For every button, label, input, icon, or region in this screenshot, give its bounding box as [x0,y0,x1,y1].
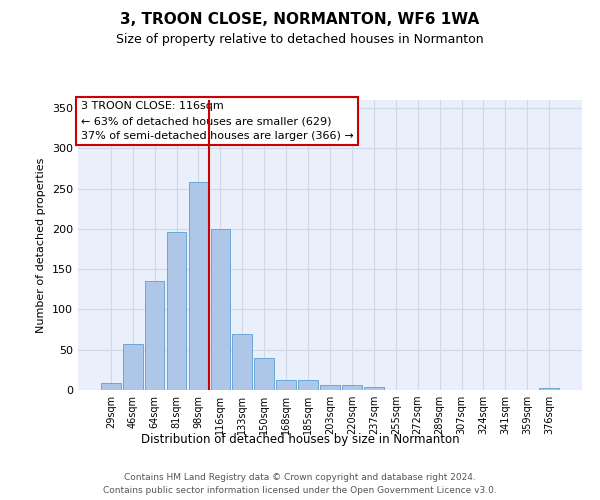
Bar [211,229,230,390]
Text: Contains HM Land Registry data © Crown copyright and database right 2024.: Contains HM Land Registry data © Crown c… [124,472,476,482]
Text: 3 TROON CLOSE: 116sqm
← 63% of detached houses are smaller (629)
37% of semi-det: 3 TROON CLOSE: 116sqm ← 63% of detached … [80,102,353,141]
Text: Contains public sector information licensed under the Open Government Licence v3: Contains public sector information licen… [103,486,497,495]
Bar [254,358,274,390]
Bar [298,380,318,390]
Bar [276,380,296,390]
Text: Distribution of detached houses by size in Normanton: Distribution of detached houses by size … [140,432,460,446]
Bar [188,182,208,390]
Bar [320,385,340,390]
Bar [232,334,252,390]
Text: Size of property relative to detached houses in Normanton: Size of property relative to detached ho… [116,32,484,46]
Bar [539,388,559,390]
Y-axis label: Number of detached properties: Number of detached properties [37,158,46,332]
Bar [101,383,121,390]
Bar [123,344,143,390]
Bar [167,232,187,390]
Bar [145,281,164,390]
Text: 3, TROON CLOSE, NORMANTON, WF6 1WA: 3, TROON CLOSE, NORMANTON, WF6 1WA [121,12,479,28]
Bar [364,387,384,390]
Bar [342,385,362,390]
